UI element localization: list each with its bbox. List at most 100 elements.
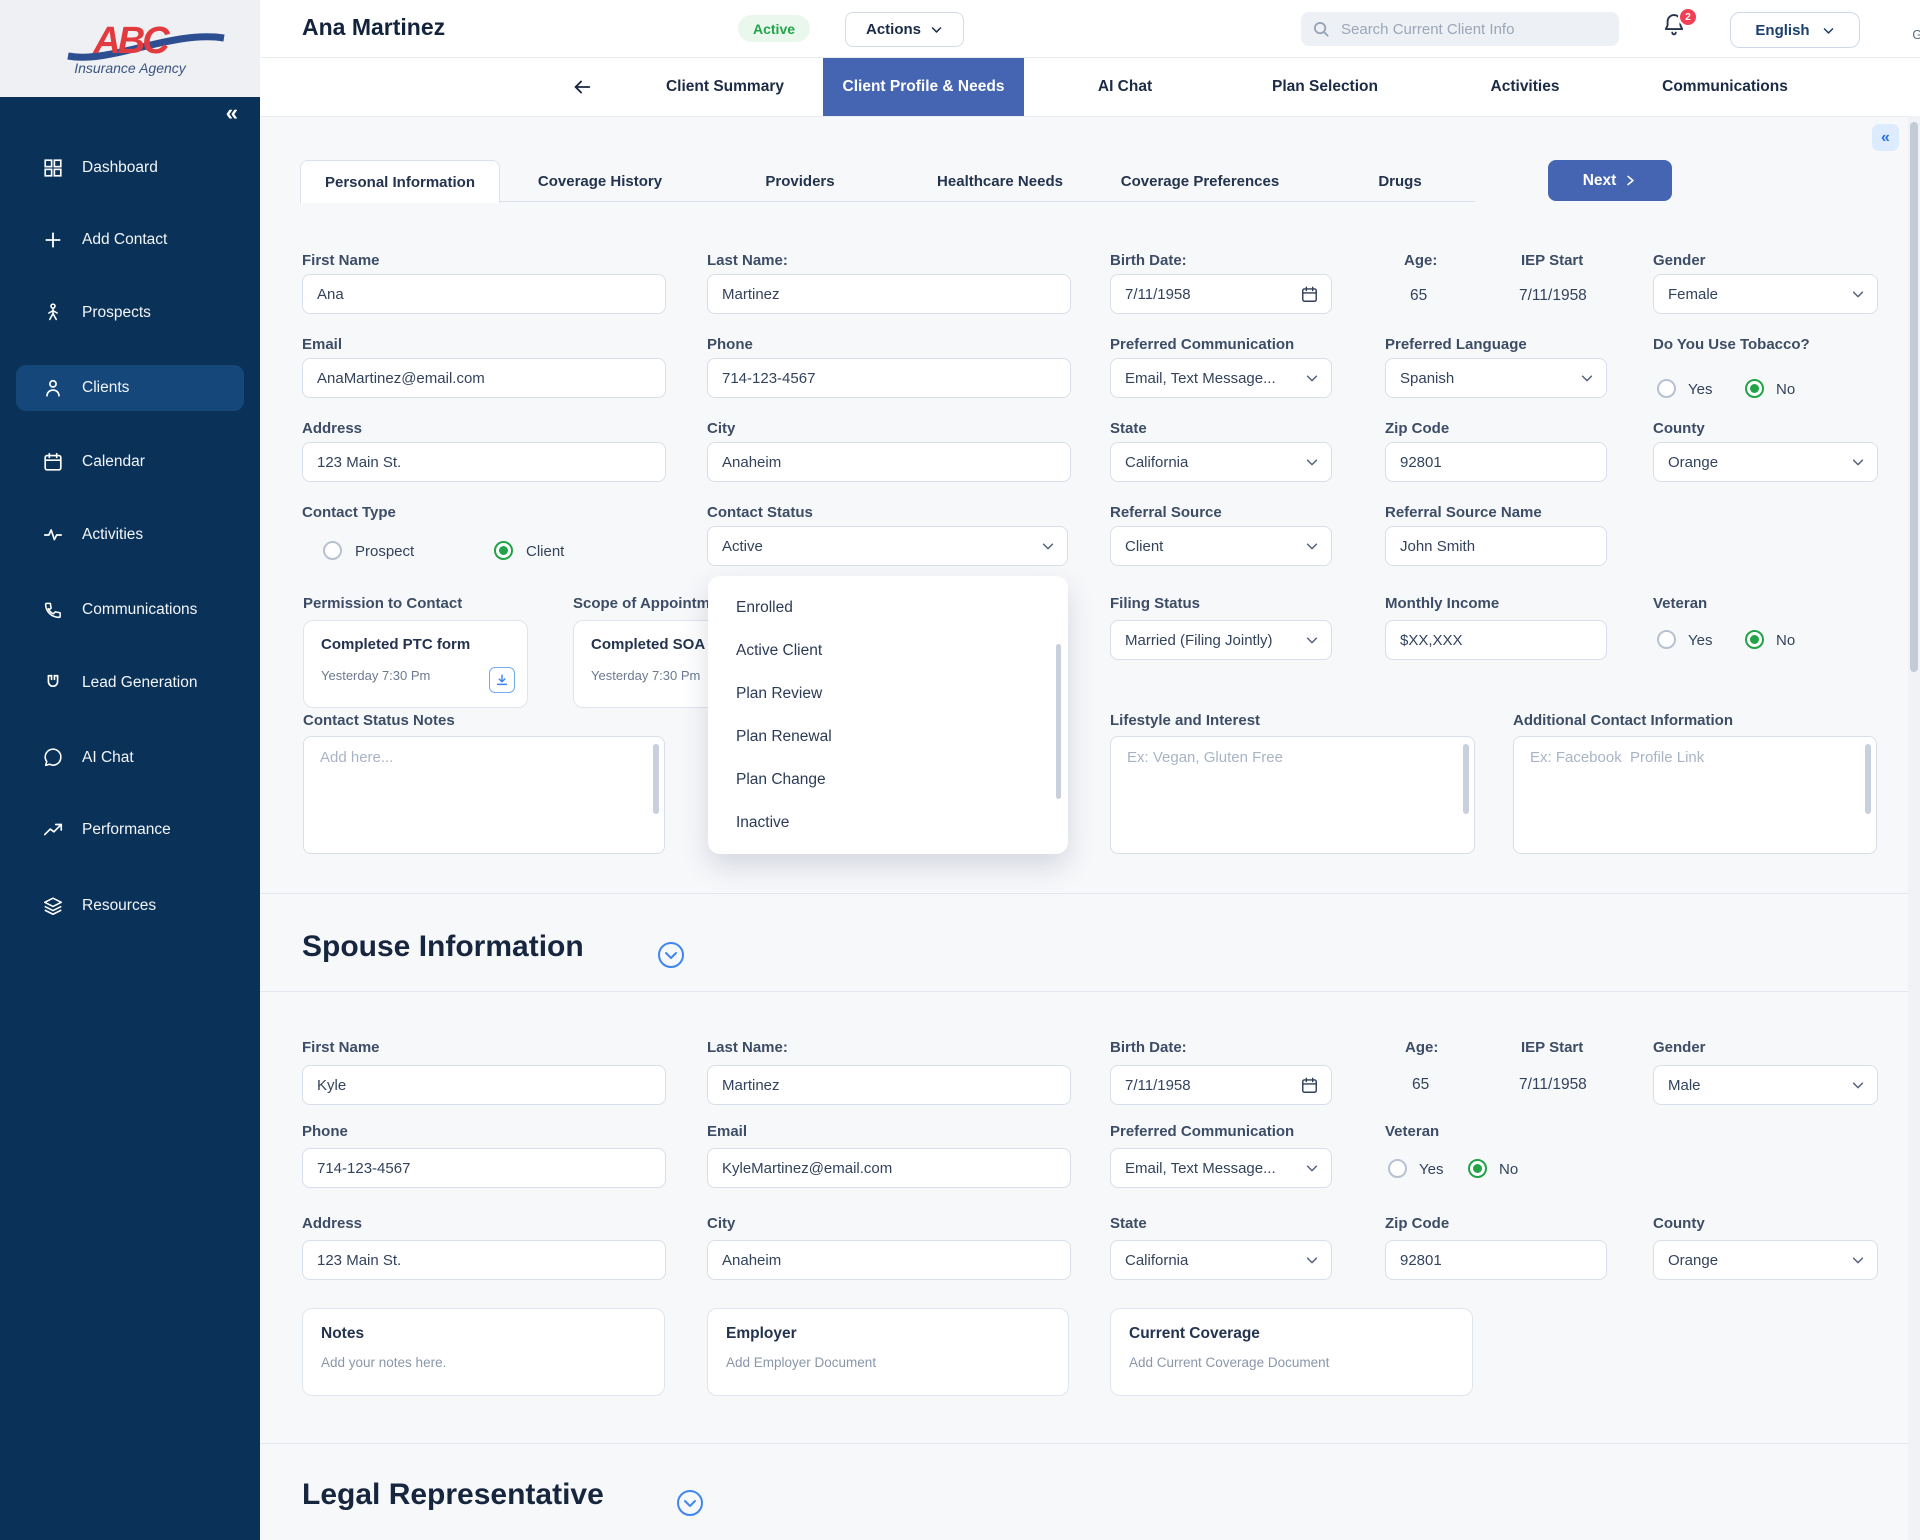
spouse-phone-input[interactable] — [302, 1148, 666, 1188]
tab-plan-selection[interactable]: Plan Selection — [1272, 78, 1378, 95]
sidebar-item-activities[interactable]: Activities — [16, 512, 244, 558]
preferred-language-value: Spanish — [1400, 369, 1455, 387]
arrow-left-icon — [574, 80, 591, 94]
subtab-drugs[interactable]: Drugs — [1378, 172, 1422, 190]
spouse-last-name-input[interactable] — [707, 1065, 1071, 1105]
tab-client-profile-needs[interactable]: Client Profile & Needs — [823, 58, 1024, 116]
veteran-yes-radio[interactable] — [1657, 630, 1676, 649]
state-label: State — [1110, 420, 1147, 437]
phone-input[interactable] — [707, 358, 1071, 398]
tobacco-no-radio[interactable] — [1745, 379, 1764, 398]
tab-communications[interactable]: Communications — [1662, 78, 1788, 95]
spouse-veteran-no-radio[interactable] — [1468, 1159, 1487, 1178]
chevron-down-icon — [1306, 375, 1318, 382]
subtab-personal-information[interactable]: Personal Information — [300, 160, 500, 203]
spouse-county-select[interactable]: Orange — [1653, 1240, 1878, 1280]
page-scrollbar[interactable] — [1908, 116, 1920, 1540]
veteran-no-radio[interactable] — [1745, 630, 1764, 649]
sidebar-item-calendar[interactable]: Calendar — [16, 439, 244, 485]
language-selector[interactable]: English — [1730, 12, 1860, 48]
additional-contact-scrollbar[interactable] — [1865, 744, 1871, 814]
dropdown-option-plan-change[interactable]: Plan Change — [736, 770, 826, 788]
legal-collapse-icon[interactable] — [676, 1489, 704, 1517]
address-input[interactable] — [302, 442, 666, 482]
spouse-gender-select[interactable]: Male — [1653, 1065, 1878, 1105]
chevron-down-icon — [1042, 543, 1054, 550]
referral-source-select[interactable]: Client — [1110, 526, 1332, 566]
magnet-icon — [42, 672, 64, 694]
zip-input[interactable] — [1385, 442, 1607, 482]
sidebar-item-communications[interactable]: Communications — [16, 587, 244, 633]
spouse-collapse-icon[interactable] — [657, 941, 685, 969]
search-input[interactable] — [1339, 19, 1603, 39]
spouse-veteran-yes-radio[interactable] — [1388, 1159, 1407, 1178]
filing-status-select[interactable]: Married (Filing Jointly) — [1110, 620, 1332, 660]
spouse-current-coverage-card[interactable]: Current Coverage Add Current Coverage Do… — [1110, 1308, 1473, 1396]
lifestyle-scrollbar[interactable] — [1463, 744, 1469, 814]
sidebar-item-add-contact[interactable]: Add Contact — [16, 217, 244, 263]
sidebar-item-ai-chat[interactable]: AI Chat — [16, 735, 244, 781]
download-button[interactable] — [489, 667, 515, 693]
next-button[interactable]: Next — [1548, 160, 1672, 201]
sidebar-item-prospects[interactable]: Prospects — [16, 290, 244, 336]
spouse-first-name-input[interactable] — [302, 1065, 666, 1105]
notifications-button[interactable]: 2 — [1660, 7, 1698, 45]
dropdown-option-plan-renewal[interactable]: Plan Renewal — [736, 727, 832, 745]
lifestyle-textarea[interactable] — [1110, 736, 1475, 854]
tab-client-summary[interactable]: Client Summary — [665, 78, 784, 95]
gender-select[interactable]: Female — [1653, 274, 1878, 314]
spouse-address-input[interactable] — [302, 1240, 666, 1280]
dropdown-scrollbar[interactable] — [1056, 644, 1061, 799]
spouse-email-input[interactable] — [707, 1148, 1071, 1188]
tab-activities[interactable]: Activities — [1490, 78, 1560, 95]
monthly-income-input[interactable] — [1385, 620, 1607, 660]
referral-source-name-input[interactable] — [1385, 526, 1607, 566]
spouse-preferred-communication-select[interactable]: Email, Text Message... — [1110, 1148, 1332, 1188]
actions-button[interactable]: Actions — [845, 12, 964, 47]
back-button[interactable] — [560, 58, 604, 116]
dropdown-option-plan-review[interactable]: Plan Review — [736, 684, 823, 702]
contact-type-prospect-radio[interactable] — [323, 541, 342, 560]
spouse-notes-card[interactable]: Notes Add your notes here. — [302, 1308, 665, 1396]
last-name-input[interactable] — [707, 274, 1071, 314]
sidebar-item-clients[interactable]: Clients — [16, 365, 244, 411]
sidebar-item-dashboard[interactable]: Dashboard — [16, 145, 244, 191]
contact-type-client-radio[interactable] — [494, 541, 513, 560]
spouse-state-select[interactable]: California — [1110, 1240, 1332, 1280]
contact-status-select[interactable]: Active — [707, 526, 1068, 566]
spouse-zip-input[interactable] — [1385, 1240, 1607, 1280]
sidebar-item-resources[interactable]: Resources — [16, 883, 244, 929]
county-select[interactable]: Orange — [1653, 442, 1878, 482]
contact-status-notes-textarea[interactable] — [303, 736, 665, 854]
sidebar-collapse-icon[interactable]: « — [225, 100, 238, 125]
additional-contact-textarea[interactable] — [1513, 736, 1877, 854]
state-select[interactable]: California — [1110, 442, 1332, 482]
spouse-city-input[interactable] — [707, 1240, 1071, 1280]
preferred-language-select[interactable]: Spanish — [1385, 358, 1607, 398]
subtab-providers[interactable]: Providers — [765, 172, 835, 190]
subtab-healthcare-needs[interactable]: Healthcare Needs — [937, 172, 1063, 190]
city-label: City — [707, 420, 736, 437]
birth-date-input[interactable]: 7/11/1958 — [1110, 274, 1332, 314]
notes-scrollbar[interactable] — [653, 744, 659, 814]
subtab-coverage-preferences[interactable]: Coverage Preferences — [1120, 172, 1280, 190]
first-name-input[interactable] — [302, 274, 666, 314]
panel-collapse-button[interactable]: « — [1872, 124, 1899, 151]
spouse-birth-date-input[interactable]: 7/11/1958 — [1110, 1065, 1332, 1105]
sidebar-item-label: Lead Generation — [82, 674, 198, 691]
tobacco-yes-radio[interactable] — [1657, 379, 1676, 398]
sidebar-item-lead-generation[interactable]: Lead Generation — [16, 660, 244, 706]
preferred-communication-select[interactable]: Email, Text Message... — [1110, 358, 1332, 398]
city-input[interactable] — [707, 442, 1071, 482]
dropdown-option-active-client[interactable]: Active Client — [736, 641, 823, 659]
page-scrollbar-thumb[interactable] — [1910, 122, 1918, 672]
spouse-employer-card[interactable]: Employer Add Employer Document — [707, 1308, 1069, 1396]
dropdown-option-enrolled[interactable]: Enrolled — [736, 598, 793, 616]
email-input[interactable] — [302, 358, 666, 398]
tab-ai-chat[interactable]: AI Chat — [1097, 78, 1153, 95]
spouse-phone-label: Phone — [302, 1123, 348, 1140]
sidebar-item-performance[interactable]: Performance — [16, 807, 244, 853]
subtab-coverage-history[interactable]: Coverage History — [537, 172, 663, 190]
dropdown-option-inactive[interactable]: Inactive — [736, 813, 790, 831]
spouse-veteran-yes-label: Yes — [1419, 1161, 1444, 1178]
